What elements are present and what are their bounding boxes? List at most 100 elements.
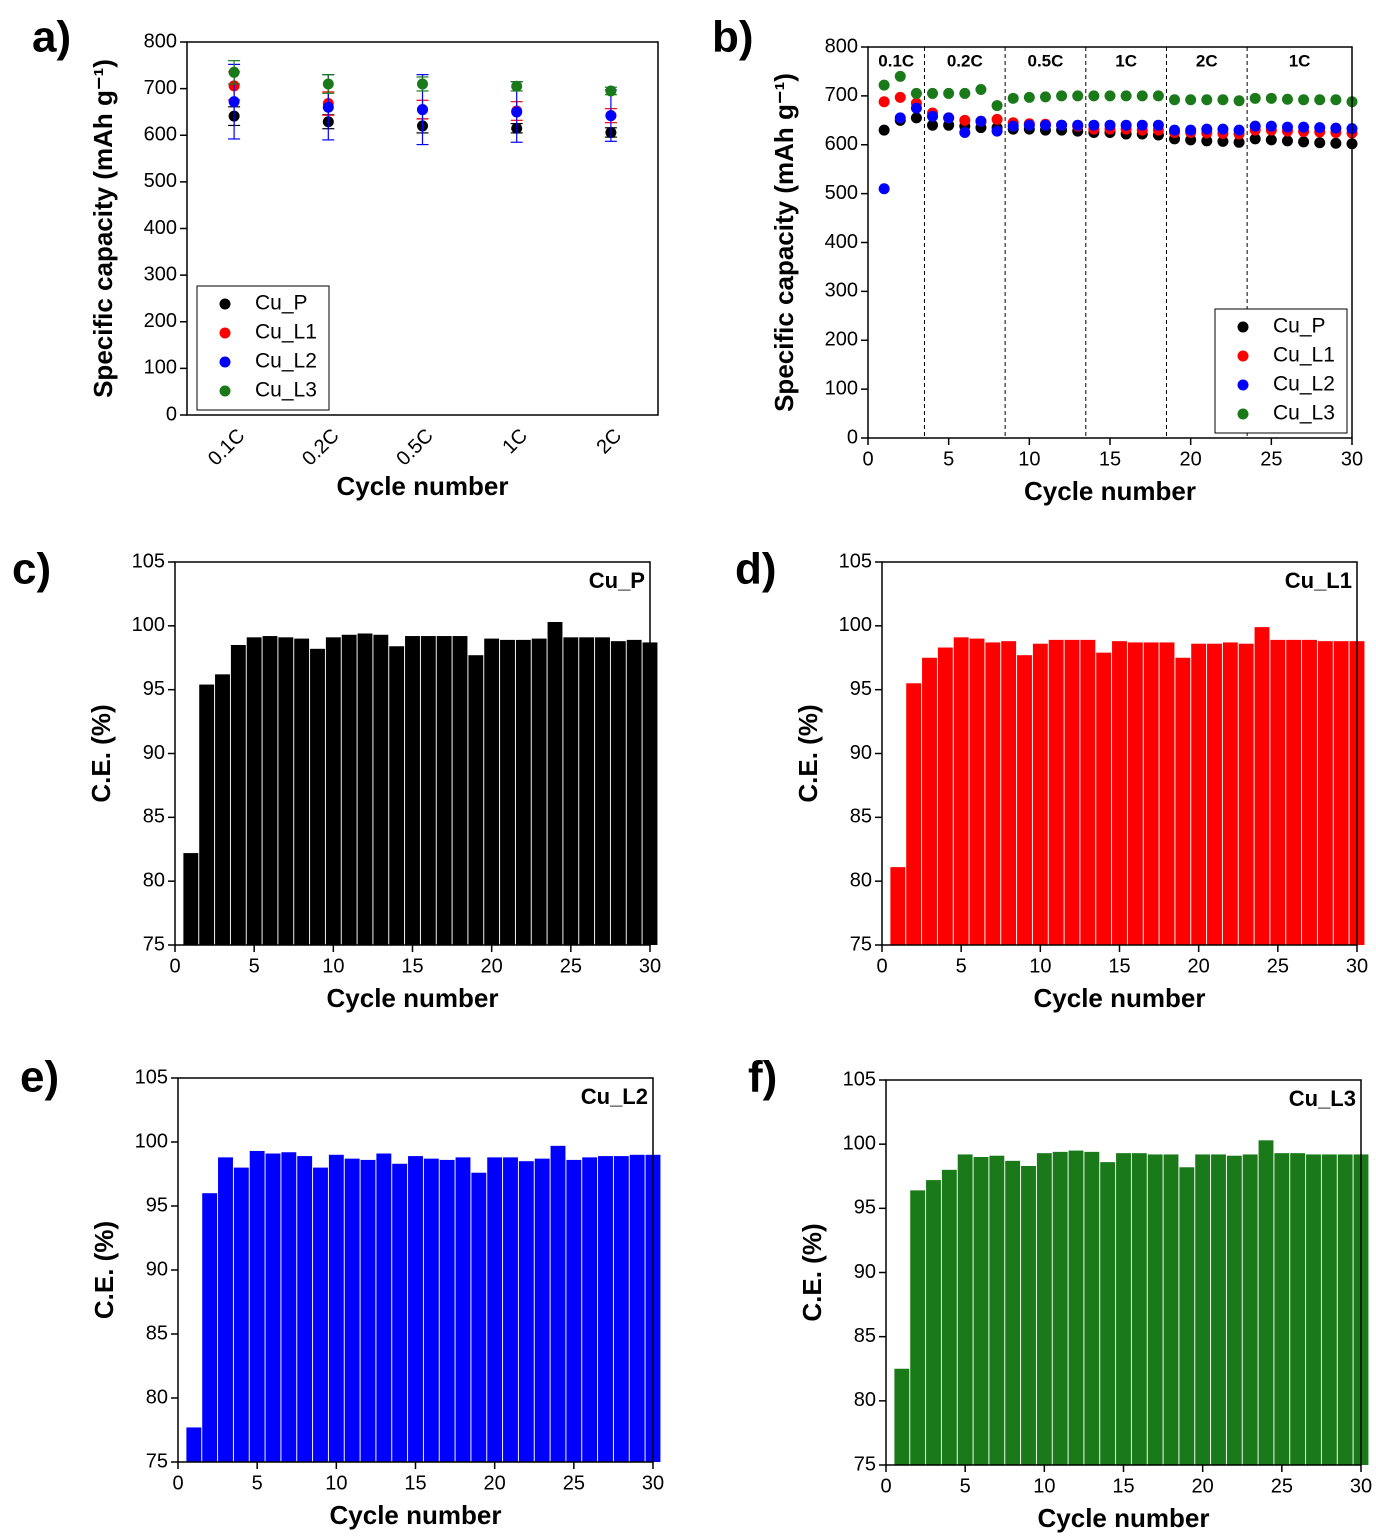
y-tick-label: 500 [144,170,177,192]
x-tick-label: 10 [322,955,344,977]
series-label: Cu_L1 [1285,568,1352,593]
x-axis-title: Cycle number [1024,476,1196,506]
x-tick-label: 0.5C [392,425,437,470]
bar [408,1156,423,1462]
bar [439,1159,455,1462]
marker [1039,119,1051,131]
marker [943,112,955,124]
legend-label: Cu_P [1273,315,1326,338]
plot-frame [885,1079,1362,1466]
series-label: Cu_P [589,568,645,593]
bar [1143,642,1159,945]
bar [1005,1160,1021,1465]
x-tick-label: 5 [956,955,967,977]
marker [927,110,939,122]
marker [878,183,890,195]
x-tick-label: 15 [404,1472,426,1494]
bar [1147,1154,1163,1465]
plot-frame [174,561,651,946]
legend-label: Cu_L2 [1273,373,1335,396]
bar [471,1172,487,1462]
y-tick-label: 800 [144,30,177,52]
legend-marker [1237,408,1249,420]
marker [878,124,890,136]
x-axis-title: Cycle number [337,471,509,501]
y-tick-label: 90 [143,742,165,764]
marker [1330,137,1342,149]
marker [1217,135,1229,147]
bar [436,636,452,945]
x-tick-label: 20 [1188,955,1210,977]
x-tick-label: 15 [401,955,423,977]
marker [1136,90,1148,102]
x-tick-label: 5 [960,1475,971,1497]
marker [1217,123,1229,135]
bar [1270,639,1286,945]
marker [959,114,971,126]
y-tick-label: 80 [143,869,165,891]
x-tick-label: 25 [1267,955,1289,977]
legend-label: Cu_L3 [255,379,317,402]
marker [1265,134,1277,146]
bar [344,1158,360,1462]
y-axis-title: Specific capacity (mAh g⁻¹) [88,59,118,398]
x-tick-label: 10 [1033,1475,1055,1497]
marker [1185,124,1197,136]
bar [373,634,389,945]
bar [1179,1167,1195,1465]
x-tick-label: 25 [560,955,582,977]
marker [1281,93,1293,105]
plot-frame [867,46,1353,439]
y-tick-label: 95 [146,1194,168,1216]
marker [959,87,971,99]
y-tick-label: 80 [146,1386,168,1408]
y-tick-label: 80 [850,869,872,891]
x-tick-label: 20 [484,1472,506,1494]
y-tick-label: 80 [854,1389,876,1411]
marker [975,84,987,96]
marker [959,127,971,139]
x-tick-label: 5 [249,955,260,977]
marker [1298,136,1310,148]
y-tick-label: 300 [144,263,177,285]
legend-label: Cu_L2 [255,350,317,373]
marker [927,87,939,99]
bar [1096,652,1112,945]
bar [1163,1154,1179,1465]
bar [1032,643,1048,945]
bar [484,638,500,945]
bar [452,636,468,945]
bar [922,657,937,945]
legend-marker [1237,321,1249,333]
legend-marker [219,356,231,368]
bar [1242,1154,1258,1465]
marker [1120,119,1132,131]
x-axis-title: Cycle number [327,983,499,1013]
y-tick-label: 200 [144,310,177,332]
rate-label: 0.1C [878,51,914,70]
legend-label: Cu_P [255,292,308,315]
y-tick-label: 105 [843,1068,876,1090]
bar [246,637,262,945]
bar [297,1156,313,1462]
marker [605,85,617,97]
bar [1068,1150,1084,1465]
y-tick-label: 85 [143,806,165,828]
y-tick-label: 90 [850,742,872,764]
x-tick-label: 15 [1099,448,1121,470]
marker [1104,119,1116,131]
bar [325,637,341,945]
bar [1317,641,1333,945]
bar [202,1193,218,1462]
series-label: Cu_L2 [581,1084,648,1109]
bar [310,648,325,945]
marker [1314,137,1326,149]
legend-marker [219,327,231,339]
panel-label: a) [32,13,71,62]
x-tick-label: 1C [498,425,532,459]
marker [927,119,939,131]
bar [969,638,985,945]
bar [1195,1154,1211,1465]
marker [228,66,240,78]
bar [1116,1153,1131,1465]
